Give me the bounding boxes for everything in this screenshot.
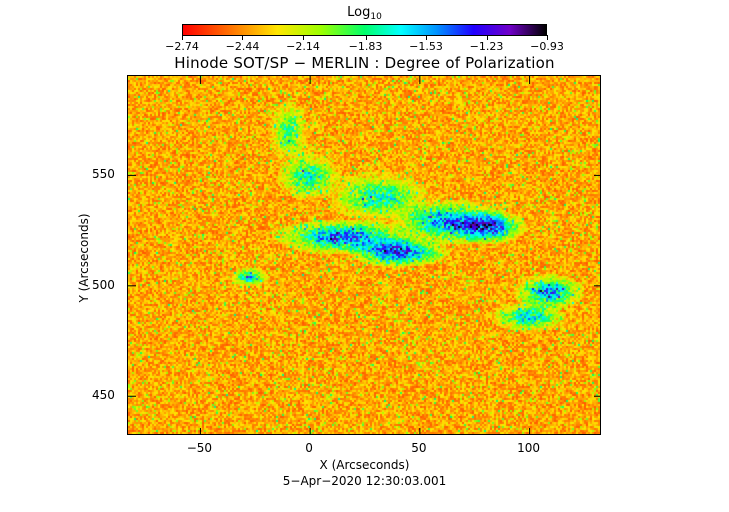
colorbar-tick [547,35,548,40]
colorbar-tick-label: −1.23 [469,40,504,53]
y-tick-label: 550 [92,167,115,182]
polarization-raster [128,76,600,434]
colorbar-tick-label: −2.74 [165,40,199,53]
x-tick-label: −50 [186,441,213,455]
colorbar-tick-label: −1.83 [348,40,383,53]
colorbar-tick [182,35,183,40]
colorbar-tick [426,35,427,40]
colorbar-tick [303,35,304,40]
timestamp: 5−Apr−2020 12:30:03.001 [282,474,447,488]
colorbar-tick-label: −1.53 [409,40,443,53]
x-tick-label: 0 [305,441,313,455]
colorbar-tick-label: −0.93 [530,40,564,53]
colorbar-tick [366,35,367,40]
plot-title: Hinode SOT/SP − MERLIN : Degree of Polar… [174,54,555,72]
y-tick-label: 500 [92,277,115,292]
polarization-map-image [128,76,600,434]
polarization-map [127,75,601,435]
colorbar-tick [487,35,488,40]
x-tick-label: 50 [411,441,427,455]
colorbar-tick-label: −2.44 [225,40,260,53]
x-tick-label: 100 [517,441,541,455]
colorbar-tick [242,35,243,40]
colorbar-title: Log10 [0,5,729,22]
y-axis-label: Y (Arcseconds) [77,213,91,303]
colorbar-title-text: Log [347,5,371,20]
y-tick-label: 450 [92,388,115,403]
colorbar-title-subscript: 10 [370,12,382,22]
colorbar [182,24,547,36]
x-axis-label: X (Arcseconds) [319,458,410,472]
colorbar-tick-label: −2.14 [286,40,320,53]
